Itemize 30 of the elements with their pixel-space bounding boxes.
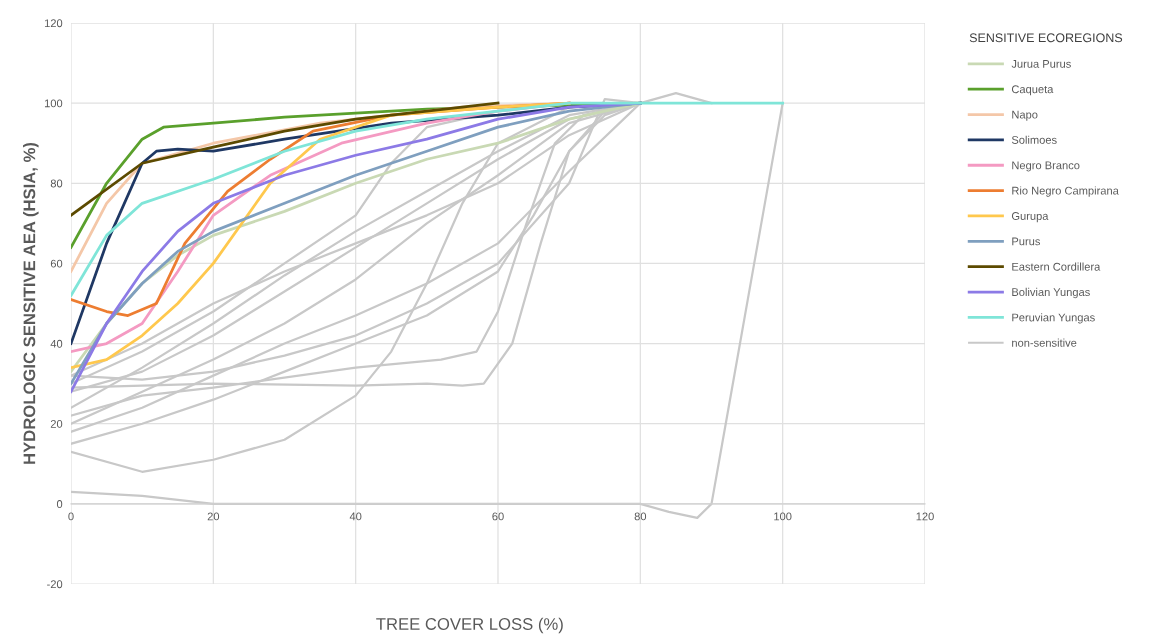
- legend-label: Bolivian Yungas: [1012, 287, 1090, 299]
- x-tick-label: 100: [774, 512, 792, 521]
- legend-label: Jurua Purus: [1011, 60, 1071, 68]
- y-tick-label: 40: [50, 339, 63, 348]
- y-tick-label: 20: [50, 419, 63, 428]
- legend-title: SENSITIVE ECOREGIONS: [969, 33, 1123, 43]
- x-tick-label: 60: [492, 512, 504, 521]
- legend-label: Eastern Cordillera: [1012, 262, 1101, 271]
- y-tick-label: -20: [47, 580, 63, 589]
- y-tick-label: 0: [56, 500, 63, 508]
- y-tick-label: 100: [44, 99, 63, 108]
- legend-label: Purus: [1012, 237, 1041, 246]
- x-tick-label: 0: [68, 512, 74, 521]
- y-tick-label: 60: [50, 259, 63, 268]
- x-tick-label: 20: [207, 512, 220, 521]
- x-tick-label: 80: [634, 512, 647, 521]
- x-axis-title: TREE COVER LOSS (%): [376, 617, 563, 634]
- legend-label: Gurupa: [1011, 212, 1049, 223]
- y-axis-title: HYDROLOGIC SENSITIVE AEA (HSIA, %): [23, 142, 39, 464]
- legend-label: Rio Negro Campirana: [1012, 186, 1119, 197]
- legend-label: Negro Branco: [1012, 161, 1080, 172]
- legend-label: Peruvian Yungas: [1012, 313, 1095, 324]
- legend-label: non-sensitive: [1012, 338, 1077, 347]
- x-tick-label: 120: [916, 512, 934, 521]
- y-tick-label: 80: [50, 179, 63, 188]
- x-tick-label: 40: [349, 512, 362, 521]
- legend-label: Solimoes: [1011, 135, 1057, 144]
- y-tick-label: 120: [44, 19, 63, 28]
- legend-label: Caqueta: [1011, 85, 1054, 96]
- legend-label: Napo: [1012, 110, 1038, 121]
